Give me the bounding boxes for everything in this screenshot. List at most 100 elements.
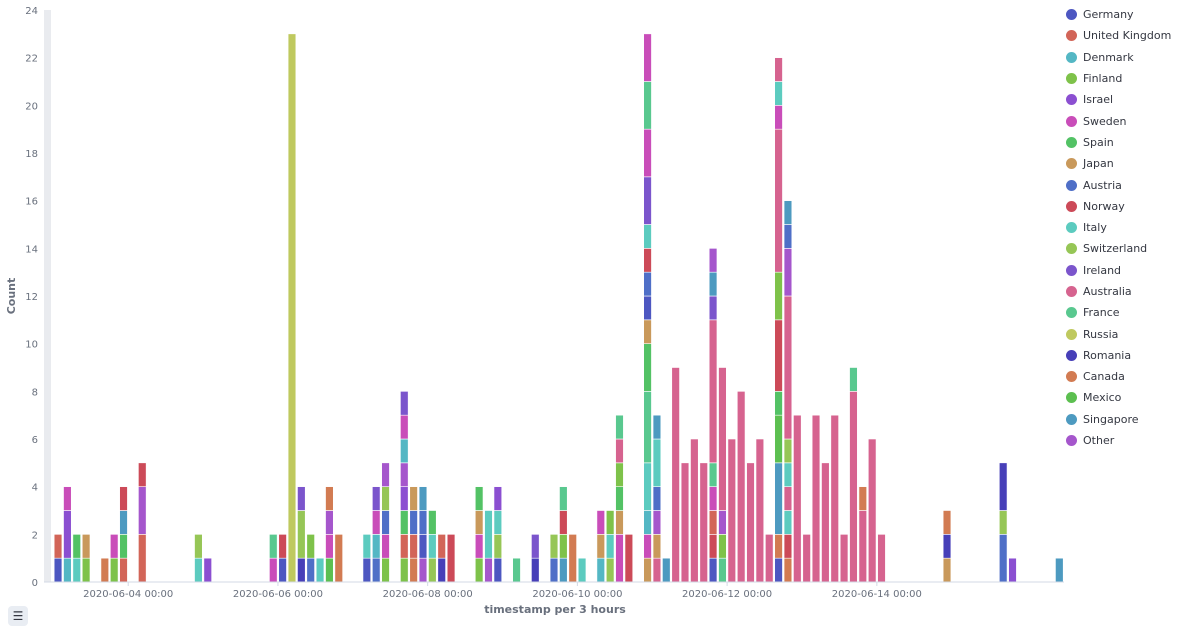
bar-segment[interactable] <box>774 319 783 392</box>
bar-segment[interactable] <box>306 534 315 559</box>
bar-segment[interactable] <box>746 462 755 583</box>
bar-segment[interactable] <box>708 534 718 559</box>
bar-segment[interactable] <box>680 462 690 583</box>
bar-segment[interactable] <box>559 534 568 559</box>
bar-segment[interactable] <box>325 557 334 583</box>
bar-segment[interactable] <box>615 414 624 440</box>
bar-segment[interactable] <box>428 534 437 559</box>
bar-segment[interactable] <box>334 534 343 583</box>
bar-segment[interactable] <box>194 534 203 559</box>
legend-item[interactable]: Switzerland <box>1066 238 1178 259</box>
bar-segment[interactable] <box>942 557 952 583</box>
bar-segment[interactable] <box>662 557 671 583</box>
bar-segment[interactable] <box>110 557 119 583</box>
legend-item[interactable]: Spain <box>1066 132 1178 153</box>
bar-segment[interactable] <box>802 534 811 583</box>
bar-segment[interactable] <box>1008 557 1017 583</box>
bar-segment[interactable] <box>531 557 540 583</box>
bar-segment[interactable] <box>783 557 793 583</box>
bar-segment[interactable] <box>774 462 783 535</box>
bar-segment[interactable] <box>643 557 652 583</box>
bar-segment[interactable] <box>549 534 559 559</box>
bar-segment[interactable] <box>615 534 624 583</box>
bar-segment[interactable] <box>110 534 119 559</box>
bar-segment[interactable] <box>437 534 446 559</box>
bar-segment[interactable] <box>484 510 493 559</box>
bar-segment[interactable] <box>718 510 727 535</box>
bar-segment[interactable] <box>652 414 662 440</box>
bar-segment[interactable] <box>774 57 783 82</box>
bar-segment[interactable] <box>699 462 708 583</box>
bar-segment[interactable] <box>474 557 484 583</box>
bar-segment[interactable] <box>409 534 418 559</box>
bar-segment[interactable] <box>297 557 306 583</box>
bar-segment[interactable] <box>512 557 521 583</box>
legend-item[interactable]: Russia <box>1066 323 1178 344</box>
legend-item[interactable]: Japan <box>1066 153 1178 174</box>
bar-segment[interactable] <box>727 438 736 583</box>
bar-segment[interactable] <box>400 462 409 487</box>
bar-segment[interactable] <box>474 534 484 559</box>
bar-segment[interactable] <box>774 128 783 273</box>
bar-segment[interactable] <box>559 510 568 535</box>
bar-segment[interactable] <box>708 486 718 511</box>
bar-segment[interactable] <box>278 557 287 583</box>
bar-segment[interactable] <box>63 557 72 583</box>
legend-toggle-button[interactable]: ☰ <box>8 606 28 626</box>
bar-segment[interactable] <box>53 534 63 559</box>
bar-segment[interactable] <box>605 557 615 583</box>
bar-segment[interactable] <box>783 224 793 249</box>
bar-segment[interactable] <box>119 510 128 535</box>
bar-segment[interactable] <box>372 486 381 511</box>
bar-segment[interactable] <box>652 510 662 535</box>
bar-segment[interactable] <box>839 534 849 583</box>
legend-item[interactable]: Ireland <box>1066 260 1178 281</box>
bar-segment[interactable] <box>100 557 110 583</box>
bar-segment[interactable] <box>409 557 418 583</box>
bar-segment[interactable] <box>446 534 456 583</box>
bar-segment[interactable] <box>783 510 793 535</box>
bar-segment[interactable] <box>783 200 793 225</box>
bar-segment[interactable] <box>942 510 952 535</box>
bar-segment[interactable] <box>708 462 718 487</box>
bar-segment[interactable] <box>643 176 652 225</box>
bar-segment[interactable] <box>372 510 381 535</box>
bar-segment[interactable] <box>194 557 203 583</box>
bar-segment[interactable] <box>708 319 718 464</box>
legend-item[interactable]: United Kingdom <box>1066 25 1178 46</box>
legend-item[interactable]: Finland <box>1066 68 1178 89</box>
bar-segment[interactable] <box>493 510 503 535</box>
bar-segment[interactable] <box>774 557 783 583</box>
bar-segment[interactable] <box>596 534 605 559</box>
bar-segment[interactable] <box>409 510 418 535</box>
bar-segment[interactable] <box>774 105 783 130</box>
bar-segment[interactable] <box>708 295 718 321</box>
legend-item[interactable]: Romania <box>1066 345 1178 366</box>
bar-segment[interactable] <box>484 557 493 583</box>
bar-segment[interactable] <box>643 462 652 511</box>
bar-segment[interactable] <box>269 534 278 559</box>
bar-segment[interactable] <box>81 534 91 559</box>
legend-item[interactable]: Other <box>1066 430 1178 451</box>
bar-segment[interactable] <box>493 486 503 511</box>
bar-segment[interactable] <box>736 391 746 583</box>
bar-segment[interactable] <box>708 510 718 535</box>
bar-segment[interactable] <box>381 486 390 511</box>
bar-segment[interactable] <box>643 319 652 344</box>
bar-segment[interactable] <box>858 510 867 583</box>
bar-segment[interactable] <box>119 486 128 511</box>
bar-segment[interactable] <box>493 557 503 583</box>
bar-segment[interactable] <box>372 534 381 559</box>
bar-segment[interactable] <box>400 414 409 440</box>
bar-segment[interactable] <box>400 510 409 535</box>
bar-segment[interactable] <box>774 534 783 559</box>
bar-segment[interactable] <box>708 271 718 297</box>
legend-item[interactable]: Israel <box>1066 89 1178 110</box>
bar-segment[interactable] <box>325 486 334 511</box>
bar-segment[interactable] <box>418 557 428 583</box>
legend-item[interactable]: Austria <box>1066 174 1178 195</box>
bar-segment[interactable] <box>643 248 652 273</box>
bar-segment[interactable] <box>942 534 952 559</box>
bar-segment[interactable] <box>559 486 568 511</box>
bar-segment[interactable] <box>624 534 634 583</box>
